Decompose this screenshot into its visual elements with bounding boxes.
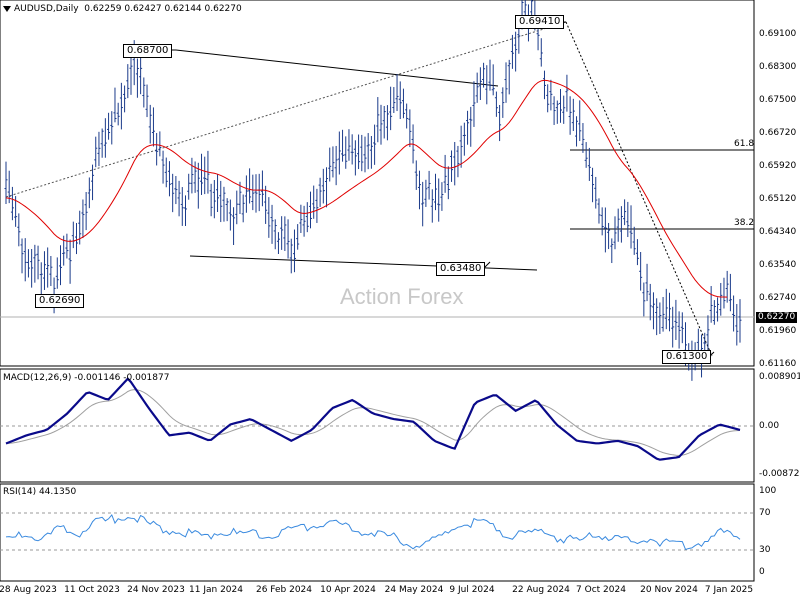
price-axis-label: 0.64340 — [759, 227, 797, 237]
moving-average-line — [5, 79, 728, 298]
rsi-axis-100: 100 — [759, 486, 777, 496]
price-pane-frame — [0, 0, 755, 367]
upper-channel-line — [175, 49, 499, 87]
last-price-badge: 0.62270 — [756, 312, 798, 323]
price-axis-label: 0.61960 — [759, 326, 797, 336]
macd-axis-zero: 0.00 — [759, 421, 780, 431]
rsi-axis-70: 70 — [759, 508, 771, 518]
annotation-high-2024: 0.69410 — [515, 15, 565, 29]
macd-signal-line — [5, 389, 741, 456]
watermark: Action Forex — [340, 284, 464, 309]
fib-618-label: 61.8 — [734, 139, 755, 149]
time-axis-label: 10 Apr 2024 — [320, 585, 376, 595]
time-axis-label: 7 Oct 2024 — [576, 585, 626, 595]
rsi-axis-30: 30 — [759, 545, 771, 555]
macd-axis-max: 0.008901 — [759, 372, 800, 382]
macd-pane-frame — [0, 368, 755, 483]
price-axis-label: 0.63540 — [759, 260, 797, 270]
price-axis-label: 0.61160 — [759, 359, 797, 369]
price-axis-label: 0.65120 — [759, 194, 797, 204]
time-axis-label: 28 Aug 2023 — [0, 585, 57, 595]
rsi-axis-0: 0 — [759, 567, 765, 577]
time-axis-label: 26 Feb 2024 — [255, 585, 313, 595]
time-axis-label: 22 Aug 2024 — [512, 585, 570, 595]
macd-header: MACD(12,26,9) -0.001146 -0.001877 — [3, 373, 170, 383]
dotted-uptrend-line — [5, 21, 567, 198]
time-axis-label: 9 Jul 2024 — [449, 585, 495, 595]
symbol-label: AUDUSD,Daily — [14, 4, 79, 14]
time-axis-label: 24 Nov 2023 — [127, 585, 185, 595]
fib-382-label: 38.2 — [734, 218, 755, 228]
time-axis-label: 20 Nov 2024 — [640, 585, 698, 595]
annotation-low-2025: 0.61300 — [662, 350, 712, 364]
dropdown-triangle-icon — [3, 5, 11, 12]
rsi-pane-frame — [0, 483, 755, 582]
rsi-header: RSI(14) 44.1350 — [3, 487, 77, 497]
time-axis-label: 7 Jan 2025 — [704, 585, 754, 595]
price-axis-label: 0.69100 — [759, 29, 797, 39]
annotation-low-2024: 0.63480 — [436, 262, 486, 276]
price-axis-label: 0.66720 — [759, 128, 797, 138]
macd-line — [5, 377, 741, 461]
price-header: AUDUSD,Daily 0.62259 0.62427 0.62144 0.6… — [3, 4, 242, 14]
price-bars — [4, 0, 742, 381]
rsi-line — [5, 513, 741, 551]
ohlc-label: 0.62259 0.62427 0.62144 0.62270 — [84, 4, 242, 14]
price-axis-label: 0.62740 — [759, 293, 797, 303]
price-axis-label: 0.67500 — [759, 95, 797, 105]
dotted-downtrend-line — [565, 21, 713, 357]
price-axis-label: 0.65920 — [759, 161, 797, 171]
price-axis-label: 0.68300 — [759, 62, 797, 72]
time-axis-label: 11 Jan 2024 — [189, 585, 243, 595]
time-axis-label: 24 May 2024 — [384, 585, 444, 595]
annotation-low-2023: 0.62690 — [35, 294, 85, 308]
macd-axis-min: -0.008729 — [759, 469, 800, 479]
annotation-high-2023: 0.68700 — [123, 44, 173, 58]
time-axis-label: 11 Oct 2023 — [64, 585, 120, 595]
